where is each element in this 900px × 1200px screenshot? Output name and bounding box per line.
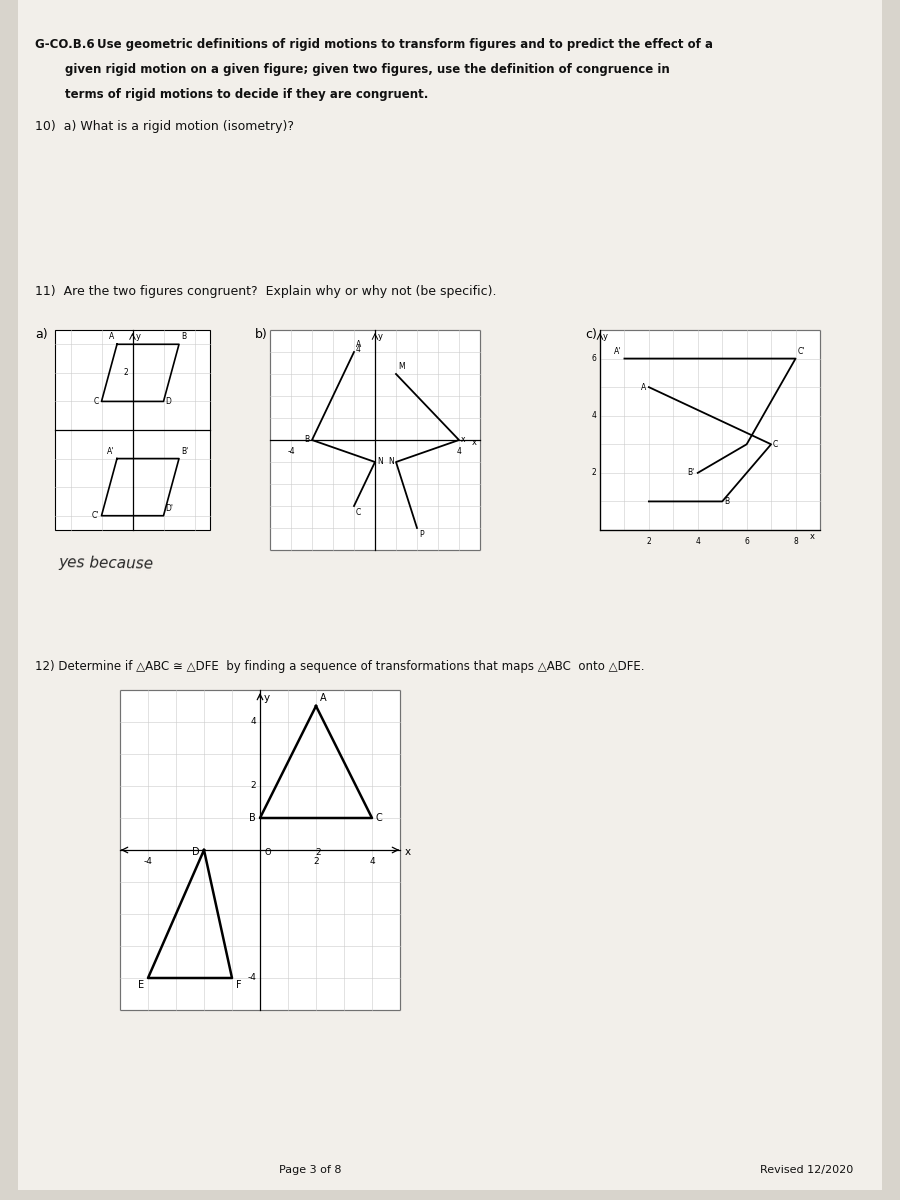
Text: b): b): [255, 328, 268, 341]
Text: B: B: [181, 332, 186, 341]
Text: yes because: yes because: [58, 554, 153, 571]
Text: c): c): [585, 328, 597, 341]
Text: 4: 4: [369, 857, 374, 866]
Text: N: N: [388, 457, 394, 467]
Text: 4: 4: [456, 446, 462, 456]
Text: D: D: [193, 847, 200, 857]
Text: B': B': [688, 468, 695, 478]
Text: A': A': [614, 347, 621, 355]
Text: 10)  a) What is a rigid motion (isometry)?: 10) a) What is a rigid motion (isometry)…: [35, 120, 294, 133]
Text: F: F: [236, 980, 241, 990]
Text: N: N: [377, 457, 382, 467]
Text: x: x: [461, 436, 465, 444]
Text: 4: 4: [356, 346, 361, 354]
Text: B': B': [181, 446, 188, 456]
Text: C: C: [773, 439, 778, 449]
Text: 4: 4: [250, 718, 256, 726]
Bar: [120, 690, 400, 1010]
Text: 2: 2: [591, 468, 596, 478]
Text: A: A: [356, 340, 361, 349]
Text: 6: 6: [591, 354, 596, 364]
Text: 2: 2: [124, 368, 129, 377]
Text: C': C': [91, 511, 98, 521]
Text: x: x: [405, 847, 411, 857]
Bar: [270, 330, 480, 550]
Text: 4: 4: [591, 412, 596, 420]
Text: O: O: [265, 848, 271, 857]
Text: 2: 2: [313, 857, 319, 866]
Text: C: C: [356, 508, 361, 517]
Text: Use geometric definitions of rigid motions to transform figures and to predict t: Use geometric definitions of rigid motio…: [97, 38, 713, 50]
Text: 11)  Are the two figures congruent?  Explain why or why not (be specific).: 11) Are the two figures congruent? Expla…: [35, 284, 497, 298]
Text: 2: 2: [250, 781, 256, 791]
Text: 8: 8: [793, 538, 798, 546]
Text: -4: -4: [248, 973, 256, 983]
Text: Revised 12/2020: Revised 12/2020: [760, 1165, 853, 1175]
Text: A: A: [320, 692, 327, 703]
Text: D': D': [166, 504, 174, 512]
Text: y: y: [378, 332, 383, 341]
Text: M: M: [398, 362, 405, 371]
Text: G-CO.B.6: G-CO.B.6: [35, 38, 99, 50]
Text: 4: 4: [696, 538, 700, 546]
Text: -4: -4: [287, 446, 295, 456]
Text: y: y: [264, 692, 270, 703]
Text: E: E: [138, 980, 144, 990]
Text: B: B: [249, 814, 256, 823]
Text: C: C: [94, 397, 98, 406]
Text: D: D: [166, 397, 171, 406]
Text: x: x: [472, 438, 477, 446]
Text: 6: 6: [744, 538, 749, 546]
Text: 2: 2: [315, 848, 320, 857]
Bar: [55, 330, 210, 530]
Text: C: C: [376, 814, 382, 823]
Text: y: y: [136, 332, 140, 341]
Text: A': A': [106, 446, 114, 456]
Text: A: A: [109, 332, 114, 341]
Text: Page 3 of 8: Page 3 of 8: [279, 1165, 341, 1175]
Text: 2: 2: [646, 538, 652, 546]
Text: -4: -4: [144, 857, 152, 866]
Text: given rigid motion on a given figure; given two figures, use the definition of c: given rigid motion on a given figure; gi…: [65, 62, 670, 76]
Text: P: P: [419, 530, 424, 539]
Bar: [600, 330, 820, 530]
Text: 12) Determine if △ABC ≅ △DFE  by finding a sequence of transformations that maps: 12) Determine if △ABC ≅ △DFE by finding …: [35, 660, 644, 673]
Text: B: B: [724, 497, 729, 506]
Text: a): a): [35, 328, 48, 341]
Text: B: B: [304, 436, 309, 444]
Text: y: y: [603, 332, 608, 341]
Text: x: x: [810, 532, 815, 541]
Text: A: A: [641, 383, 646, 391]
Text: terms of rigid motions to decide if they are congruent.: terms of rigid motions to decide if they…: [65, 88, 428, 101]
Text: C': C': [797, 347, 805, 355]
